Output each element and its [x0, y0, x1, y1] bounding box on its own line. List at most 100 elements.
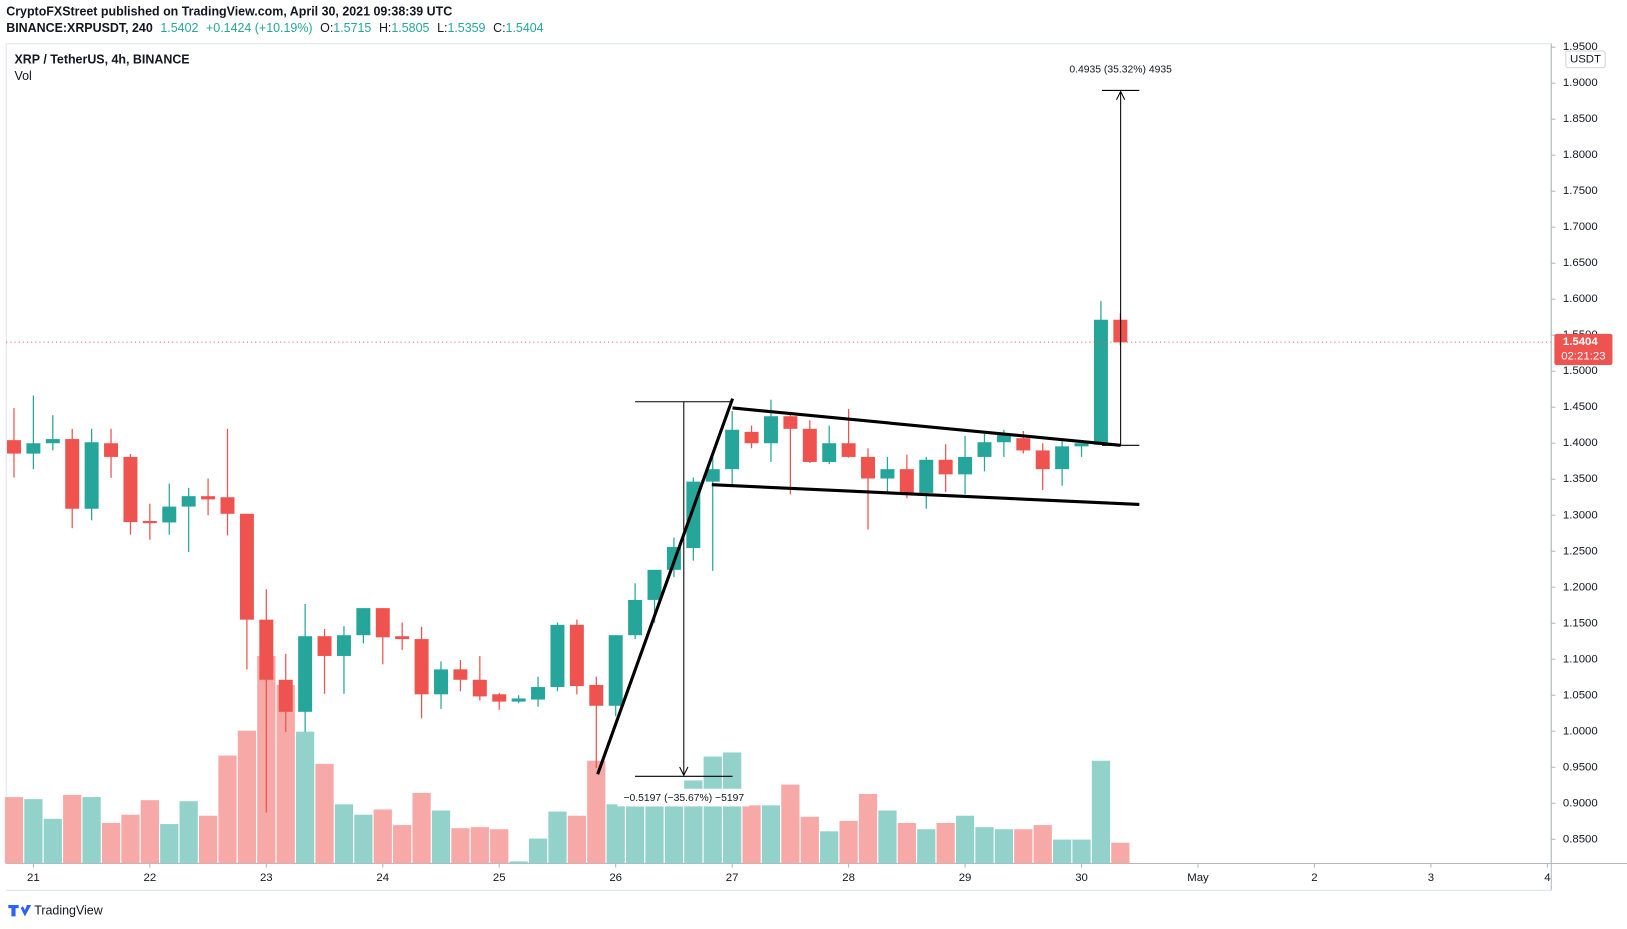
x-tick-label: 28	[842, 872, 855, 884]
candle-body	[1035, 450, 1050, 470]
volume-bar	[334, 804, 354, 864]
candle-body	[45, 439, 60, 444]
y-tick-label: 1.8500	[1563, 113, 1598, 125]
flag-lower	[711, 483, 1140, 507]
flag-pole	[596, 398, 735, 775]
volume-bar	[994, 829, 1014, 864]
axis-layer: 0.8500 0.9000 0.9500 1.0000 1.0500 1.1000 1.15…	[27, 41, 1613, 884]
y-tick-label: 1.9000	[1563, 77, 1598, 89]
y-tick-label: 1.7500	[1563, 185, 1598, 197]
volume-bar	[761, 805, 781, 864]
countdown: 02:21:23	[1561, 351, 1605, 363]
candle-body	[861, 456, 876, 479]
candle-body	[880, 469, 895, 479]
legend-volume: Vol	[15, 69, 32, 83]
measure-arrow	[1116, 90, 1126, 101]
y-tick-label: 1.0000	[1563, 725, 1598, 737]
candle-body	[434, 669, 448, 695]
footer: TradingView	[34, 903, 103, 917]
volume-bar	[587, 760, 606, 864]
candle-body	[65, 439, 80, 509]
measure-label: −0.5197 (−35.67%) −5197	[623, 793, 744, 804]
candle-body	[763, 416, 778, 444]
candle-layer	[6, 301, 1552, 813]
volume-bar	[373, 809, 392, 864]
symbol: BINANCE:XRPUSDT, 240	[6, 21, 153, 35]
y-tick-label: 0.9000	[1563, 797, 1598, 809]
y-tick-label: 1.0500	[1563, 689, 1598, 701]
candle-body	[162, 506, 177, 523]
last-price-box	[1554, 333, 1613, 365]
candle-body	[938, 459, 953, 475]
volume-bar	[975, 827, 994, 864]
volume-bar	[160, 824, 179, 864]
candle-body	[84, 442, 99, 509]
y-tick-label: 1.4000	[1563, 437, 1598, 449]
ohlc-key: L:	[437, 21, 447, 35]
volume-bar	[276, 684, 295, 864]
volume-bar	[839, 820, 858, 864]
published: CryptoFXStreet published on TradingView.…	[6, 5, 452, 19]
volume-bar	[1091, 760, 1111, 864]
volume-bar	[121, 814, 140, 864]
volume-bar	[858, 793, 878, 864]
candle-body	[317, 636, 332, 656]
y-tick-label: 1.8000	[1563, 149, 1598, 161]
candle-body	[531, 687, 546, 700]
candle-body	[647, 569, 662, 600]
y-tick-label: 1.6500	[1563, 257, 1598, 269]
x-tick-label: 2	[1311, 872, 1317, 884]
y-tick-label: 1.9500	[1563, 41, 1598, 53]
ohlc-value: 1.5715	[333, 21, 371, 35]
candle-body	[26, 443, 41, 454]
volume-bar	[820, 831, 839, 864]
volume-bar	[198, 815, 218, 864]
candle-body	[608, 635, 623, 706]
y-tick-label: 1.3500	[1563, 473, 1598, 485]
volume-bar	[490, 829, 509, 864]
candle-body	[142, 521, 157, 524]
x-tick-label: 3	[1428, 872, 1434, 884]
tv-logo	[8, 904, 32, 917]
volume-bar	[1014, 829, 1033, 864]
candle-body	[511, 698, 526, 702]
flag-upper	[732, 406, 1121, 447]
y-tick-label: 1.4500	[1563, 401, 1598, 413]
candle-body	[899, 469, 914, 493]
candle-body	[356, 608, 371, 636]
volume-bar	[955, 815, 975, 864]
volume-bar	[1072, 839, 1091, 864]
volume-bar	[567, 815, 586, 864]
drawings	[596, 89, 1140, 777]
volume-bar	[354, 814, 373, 864]
ohlc-value: 1.5404	[506, 21, 544, 35]
currency-box	[1565, 50, 1606, 69]
x-tick-label: 26	[609, 872, 622, 884]
last-price-label: 1.5404	[1563, 336, 1599, 348]
x-tick-label: 29	[959, 872, 972, 884]
volume-bar	[917, 829, 936, 864]
volume-bar	[451, 828, 470, 864]
volume-bar	[548, 811, 567, 864]
published-line: CryptoFXStreet published on TradingView.…	[6, 5, 452, 19]
candle-body	[336, 635, 351, 656]
candle-body	[1093, 319, 1108, 445]
volume-bar	[179, 801, 198, 864]
candle-body	[278, 679, 293, 712]
volume-layer	[4, 655, 1130, 864]
ohlc-value: 1.5359	[447, 21, 485, 35]
symbol-line: BINANCE:XRPUSDT, 240 1.5402 +0.1424 (+10…	[6, 21, 543, 35]
volume-bar	[24, 799, 43, 864]
y-tick-label: 1.5000	[1563, 365, 1598, 377]
y-tick-label: 0.9500	[1563, 761, 1598, 773]
volume-bar	[101, 823, 121, 864]
volume-bar	[625, 806, 645, 864]
volume-bar	[1033, 825, 1052, 864]
volume-bar	[1053, 839, 1072, 864]
volume-bar	[800, 816, 819, 864]
volume-bar	[781, 784, 800, 864]
candle-body	[453, 669, 468, 680]
candle-body	[744, 431, 759, 444]
volume-bar	[470, 827, 489, 864]
